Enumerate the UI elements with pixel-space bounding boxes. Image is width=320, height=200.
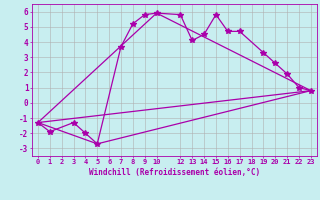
X-axis label: Windchill (Refroidissement éolien,°C): Windchill (Refroidissement éolien,°C): [89, 168, 260, 177]
